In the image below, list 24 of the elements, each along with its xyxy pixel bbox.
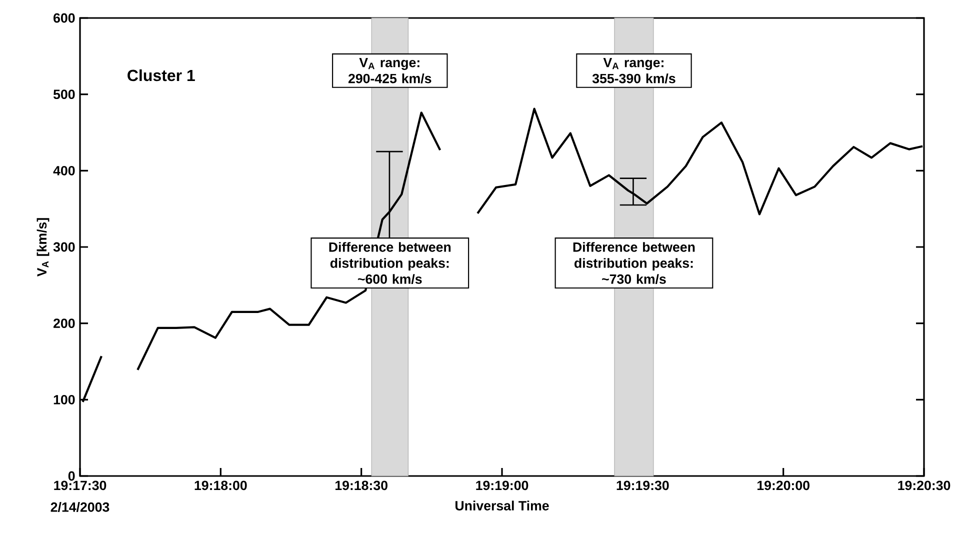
- x-axis-title: Universal Time: [455, 500, 549, 510]
- annotation: V$_{A}$ range: 290-425 km/s: [348, 58, 432, 84]
- annotation: ~600 km/s: [358, 274, 422, 284]
- y-tick-label: 400: [53, 166, 75, 176]
- annotation: V$_{A}$ range: 355-390 km/s: [592, 58, 676, 84]
- annotation: Difference between distribution peaks:: [573, 242, 695, 270]
- x-tick-label: 19:18:30: [335, 480, 388, 490]
- x-tick-label: 19:19:30: [616, 480, 669, 490]
- y-tick-label: 0: [68, 471, 75, 481]
- x-tick-label: 19:20:00: [757, 480, 810, 490]
- y-tick-label: 500: [53, 90, 75, 100]
- annotation: ~730 km/s: [602, 274, 666, 284]
- y-tick-label: 600: [54, 13, 75, 23]
- y-tick-label: 100: [54, 394, 75, 404]
- x-tick-label: 19:18:00: [194, 480, 247, 490]
- y-tick-label: 200: [54, 318, 75, 328]
- y-axis-title: V$_{A}$ [km/s]: [36, 218, 50, 277]
- annotation: Difference between distribution peaks:: [329, 242, 451, 270]
- x-tick-label: 19:19:00: [476, 480, 528, 490]
- x-tick-label: 19:20:30: [898, 480, 950, 490]
- annotation: Cluster 1: [128, 69, 195, 82]
- y-tick-label: 300: [53, 242, 75, 252]
- x-tick-label: 19:17:30: [54, 480, 106, 490]
- text: 2/14/2003: [50, 502, 110, 512]
